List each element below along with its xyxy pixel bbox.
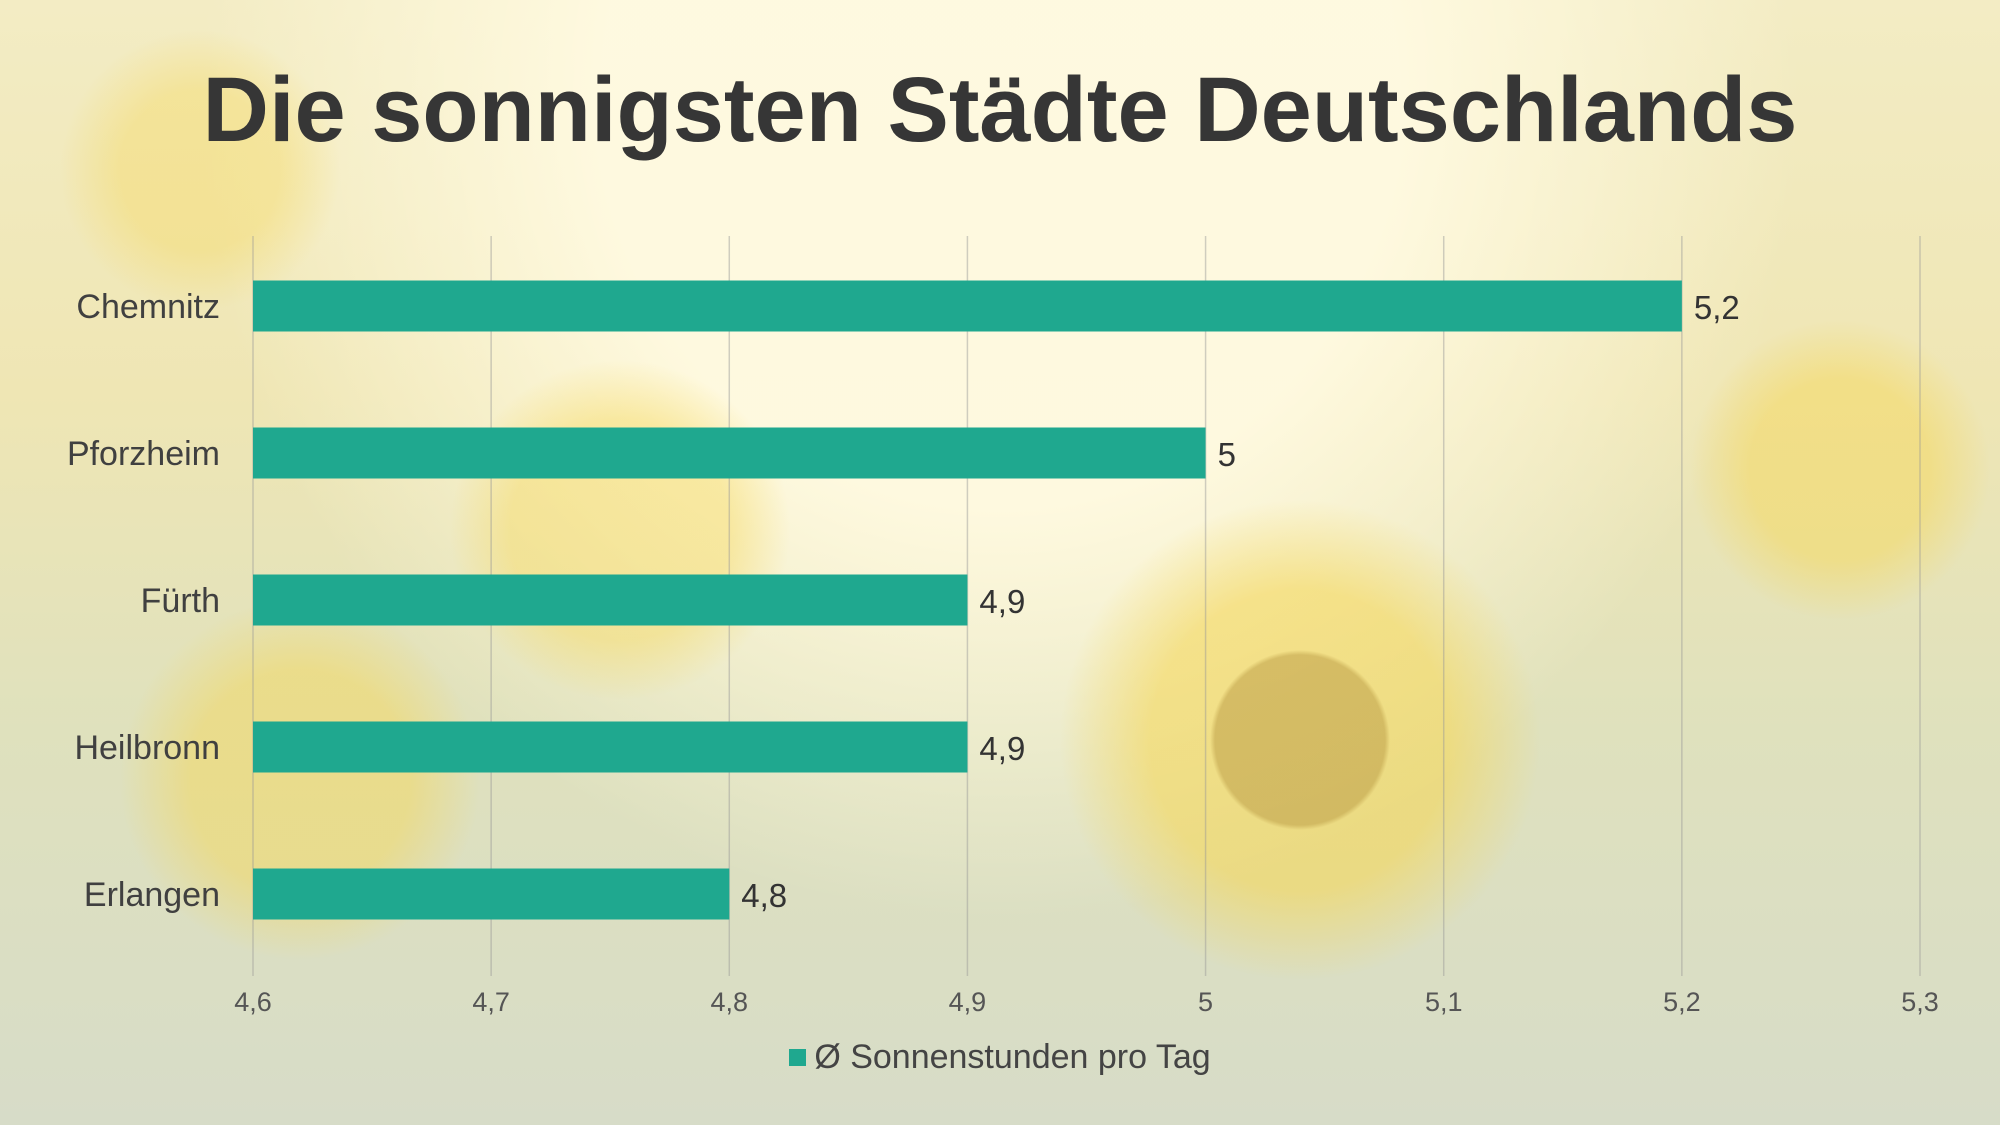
bar <box>253 868 730 920</box>
category-label: Pforzheim <box>67 435 220 473</box>
legend-swatch <box>789 1049 807 1066</box>
category-label: Fürth <box>141 582 220 620</box>
data-label: 4,9 <box>979 730 1025 767</box>
chart-title: Die sonnigsten Städte Deutschlands <box>202 59 1798 161</box>
x-tick-label: 5 <box>1198 987 1213 1017</box>
x-tick-label: 4,7 <box>472 987 510 1017</box>
x-tick-label: 5,2 <box>1663 987 1701 1017</box>
bar <box>253 280 1682 332</box>
data-label: 5 <box>1218 436 1236 473</box>
category-label: Chemnitz <box>76 288 220 326</box>
x-tick-label: 4,8 <box>711 987 749 1017</box>
x-tick-label: 4,6 <box>234 987 272 1017</box>
legend: Ø Sonnenstunden pro Tag <box>0 1038 2000 1077</box>
bar <box>253 574 968 626</box>
x-tick-label: 5,1 <box>1425 987 1463 1017</box>
data-label: 4,8 <box>741 877 787 914</box>
x-tick-label: 4,9 <box>949 987 987 1017</box>
bar <box>253 427 1206 479</box>
data-label: 5,2 <box>1694 289 1740 326</box>
category-label: Heilbronn <box>74 729 220 767</box>
data-label: 4,9 <box>979 583 1025 620</box>
bar <box>253 721 968 773</box>
category-label: Erlangen <box>84 876 220 914</box>
x-tick-label: 5,3 <box>1901 987 1939 1017</box>
legend-label: Ø Sonnenstunden pro Tag <box>814 1038 1211 1076</box>
